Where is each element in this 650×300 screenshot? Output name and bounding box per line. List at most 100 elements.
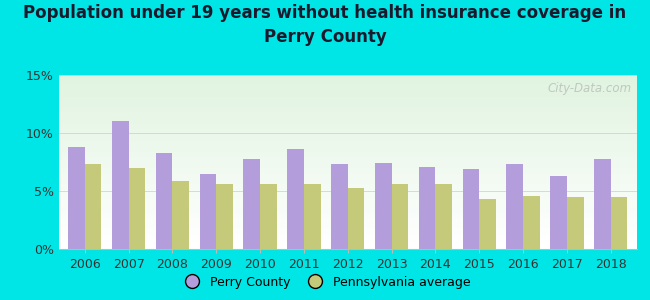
Bar xyxy=(58,135,637,136)
Bar xyxy=(58,184,637,185)
Bar xyxy=(58,98,637,99)
Bar xyxy=(58,108,637,109)
Bar xyxy=(200,174,216,249)
Bar xyxy=(58,100,637,101)
Bar xyxy=(58,132,637,133)
Bar xyxy=(58,87,637,88)
Bar xyxy=(58,137,637,138)
Bar xyxy=(463,169,479,249)
Bar xyxy=(58,237,637,238)
Bar xyxy=(58,232,637,233)
Bar xyxy=(58,75,637,76)
Bar xyxy=(58,233,637,234)
Bar xyxy=(58,156,637,157)
Bar xyxy=(58,177,637,178)
Bar xyxy=(58,212,637,213)
Bar xyxy=(58,209,637,210)
Text: Population under 19 years without health insurance coverage in
Perry County: Population under 19 years without health… xyxy=(23,4,627,46)
Bar xyxy=(58,103,637,104)
Legend: Perry County, Pennsylvania average: Perry County, Pennsylvania average xyxy=(175,271,475,294)
Bar xyxy=(58,215,637,216)
Bar xyxy=(58,84,637,85)
Bar xyxy=(550,176,567,249)
Bar xyxy=(58,110,637,111)
Bar xyxy=(58,114,637,115)
Bar xyxy=(58,123,637,124)
Bar xyxy=(216,184,233,249)
Bar xyxy=(58,180,637,181)
Bar xyxy=(58,157,637,158)
Bar xyxy=(58,173,637,174)
Bar xyxy=(58,213,637,214)
Bar xyxy=(58,147,637,148)
Bar xyxy=(58,160,637,161)
Bar xyxy=(58,225,637,226)
Bar xyxy=(58,226,637,227)
Bar xyxy=(156,153,172,249)
Bar xyxy=(58,88,637,89)
Bar xyxy=(58,155,637,156)
Bar xyxy=(58,127,637,128)
Bar xyxy=(58,149,637,150)
Bar xyxy=(58,204,637,205)
Bar xyxy=(58,85,637,86)
Bar xyxy=(58,181,637,182)
Bar xyxy=(58,163,637,164)
Bar xyxy=(58,105,637,106)
Bar xyxy=(58,140,637,141)
Bar xyxy=(58,101,637,102)
Bar xyxy=(375,163,391,249)
Bar xyxy=(611,197,627,249)
Bar xyxy=(58,174,637,175)
Bar xyxy=(58,240,637,241)
Bar xyxy=(58,82,637,83)
Bar xyxy=(58,148,637,149)
Bar xyxy=(58,165,637,166)
Bar xyxy=(58,220,637,221)
Bar xyxy=(523,196,540,249)
Bar xyxy=(58,142,637,143)
Bar xyxy=(58,122,637,123)
Bar xyxy=(58,90,637,91)
Bar xyxy=(58,150,637,151)
Bar xyxy=(58,144,637,145)
Bar xyxy=(58,221,637,222)
Bar xyxy=(287,149,304,249)
Bar xyxy=(58,102,637,103)
Bar xyxy=(244,158,260,249)
Bar xyxy=(304,184,320,249)
Bar xyxy=(58,217,637,218)
Bar xyxy=(58,119,637,120)
Bar xyxy=(58,186,637,187)
Bar xyxy=(58,192,637,193)
Bar xyxy=(58,200,637,201)
Bar xyxy=(58,106,637,107)
Bar xyxy=(58,107,637,108)
Bar xyxy=(58,161,637,162)
Bar xyxy=(58,104,637,105)
Bar xyxy=(58,129,637,130)
Bar xyxy=(58,154,637,155)
Bar xyxy=(58,185,637,186)
Bar xyxy=(58,159,637,160)
Bar xyxy=(58,76,637,77)
Bar xyxy=(58,203,637,204)
Bar xyxy=(58,143,637,144)
Bar xyxy=(58,146,637,147)
Bar xyxy=(58,227,637,228)
Bar xyxy=(436,184,452,249)
Bar xyxy=(58,152,637,153)
Bar xyxy=(58,197,637,198)
Bar xyxy=(58,205,637,206)
Bar xyxy=(58,218,637,219)
Bar xyxy=(58,179,637,180)
Bar xyxy=(58,117,637,118)
Bar xyxy=(58,246,637,247)
Bar xyxy=(58,238,637,239)
Bar xyxy=(58,166,637,167)
Bar xyxy=(58,239,637,240)
Bar xyxy=(58,171,637,172)
Bar xyxy=(58,175,637,176)
Bar xyxy=(58,178,637,179)
Text: City-Data.com: City-Data.com xyxy=(547,82,631,95)
